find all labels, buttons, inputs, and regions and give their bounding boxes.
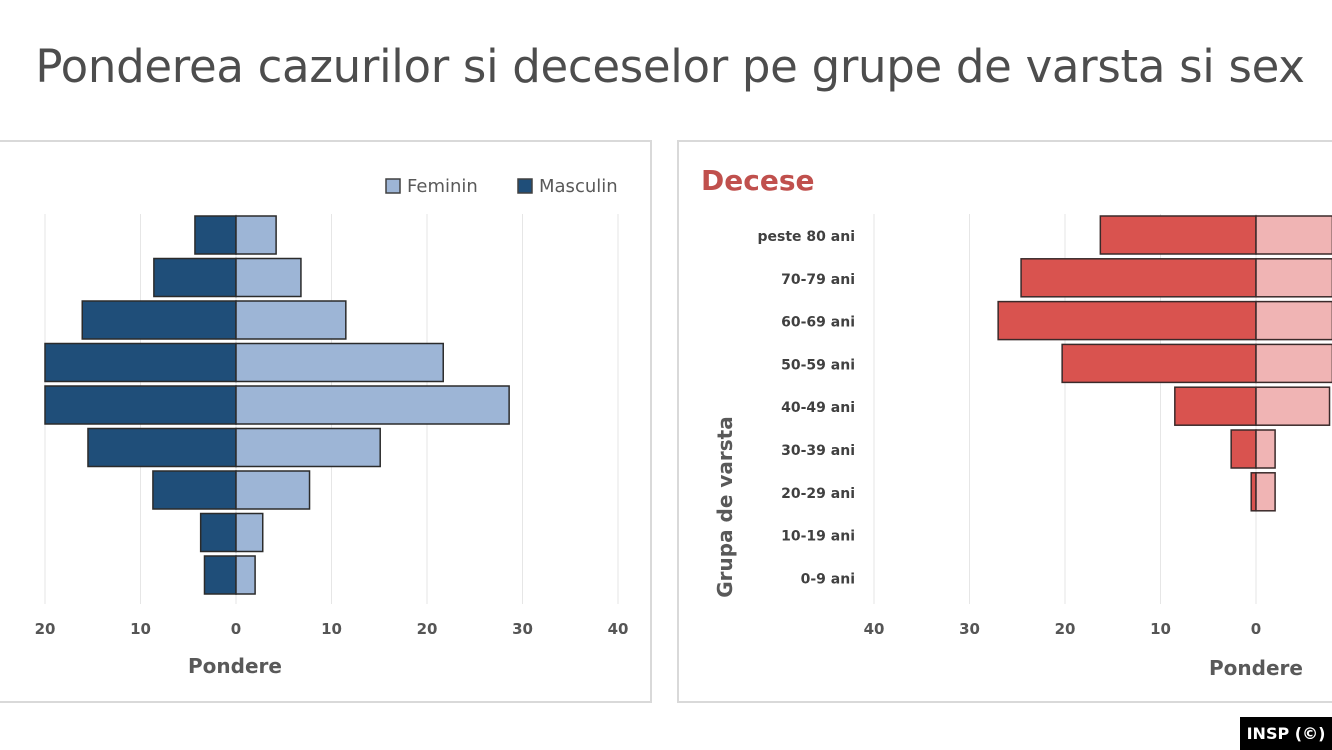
bar-masculin-30-39-ani — [87, 427, 237, 468]
bar-feminin-10-19-ani — [235, 512, 264, 553]
bar-deces-a-60-69-ani — [997, 300, 1257, 341]
bar-deces-a-peste-80-ani — [1099, 215, 1257, 255]
legend-swatch-feminin — [385, 178, 401, 194]
x-tick-label: 20 — [1055, 620, 1076, 638]
bar-masculin-70-79-ani — [153, 257, 237, 298]
cases-pyramid-chart: 20 10 0 10 20 30 40 Feminin Masculin Pondere — [35, 176, 629, 678]
x-tick-label: 30 — [959, 620, 980, 638]
chart-subtitle: Decese — [701, 164, 814, 197]
x-tick-label: 10 — [1150, 620, 1171, 638]
category-label-30-39-ani: 30-39 ani — [781, 443, 855, 459]
category-label-40-49-ani: 40-49 ani — [781, 400, 855, 416]
x-tick-label: 40 — [864, 620, 885, 638]
bar-masculin-20-29-ani — [152, 470, 237, 510]
bar-feminin-20-29-ani — [235, 470, 311, 510]
legend-swatch-masculin — [517, 178, 533, 194]
category-label-20-29-ani: 20-29 ani — [781, 486, 855, 502]
bar-deces-b-60-69-ani — [1255, 300, 1332, 341]
bar-deces-b-40-49-ani — [1255, 386, 1331, 426]
bar-feminin-60-69-ani — [235, 300, 347, 340]
bar-feminin-70-79-ani — [235, 257, 302, 298]
category-label-70-79-ani: 70-79 ani — [781, 272, 855, 288]
credit-badge: INSP (©) — [1240, 717, 1332, 750]
category-label-0-9-ani: 0-9 ani — [801, 571, 855, 587]
legend-label-feminin: Feminin — [407, 176, 478, 197]
page-title: Ponderea cazurilor si deceselor pe grupe… — [35, 40, 1305, 93]
deaths-chart-panel: Decese 40 30 20 10 0 peste 80 ani 70-79 ani 60… — [677, 140, 1332, 703]
category-label-10-19-ani: 10-19 ani — [781, 529, 855, 545]
category-label-peste-80-ani: peste 80 ani — [758, 229, 855, 245]
bar-deces-a-30-39-ani — [1230, 429, 1257, 469]
x-tick-label: 30 — [512, 620, 533, 638]
bar-masculin-peste-80-ani — [194, 215, 237, 255]
x-tick-label: 20 — [417, 620, 438, 638]
bar-feminin-peste-80-ani — [235, 215, 277, 255]
bar-masculin-60-69-ani — [81, 300, 237, 340]
bar-deces-b-70-79-ani — [1255, 258, 1332, 298]
bar-masculin-40-49-ani — [44, 385, 237, 425]
x-tick-label: 0 — [1251, 620, 1261, 638]
x-tick-label: 20 — [35, 620, 56, 638]
category-label-60-69-ani: 60-69 ani — [781, 315, 855, 331]
bar-deces-a-70-79-ani — [1020, 258, 1257, 298]
cases-chart-panel: 20 10 0 10 20 30 40 Feminin Masculin Pondere — [0, 140, 652, 703]
legend-label-masculin: Masculin — [539, 176, 618, 197]
bar-deces-b-20-29-ani — [1255, 472, 1276, 512]
bar-masculin-0-9-ani — [203, 555, 237, 595]
bar-deces-b-50-59-ani — [1255, 343, 1332, 384]
bar-deces-b-30-39-ani — [1255, 429, 1276, 469]
deaths-pyramid-chart: Decese 40 30 20 10 0 peste 80 ani 70-79 ani 60… — [701, 164, 1332, 680]
x-tick-label: 0 — [231, 620, 241, 638]
legend: Feminin Masculin — [385, 176, 618, 197]
category-label-50-59-ani: 50-59 ani — [781, 357, 855, 373]
bar-deces-a-40-49-ani — [1174, 386, 1257, 426]
bar-feminin-40-49-ani — [235, 385, 510, 425]
bar-deces-a-50-59-ani — [1061, 343, 1257, 384]
y-axis-title: Grupa de varsta — [713, 416, 737, 598]
x-tick-label: 10 — [321, 620, 342, 638]
bar-feminin-50-59-ani — [235, 342, 444, 383]
bar-feminin-0-9-ani — [235, 555, 256, 595]
x-axis-title: Pondere — [188, 654, 282, 678]
x-tick-label: 10 — [130, 620, 151, 638]
bar-masculin-50-59-ani — [44, 342, 237, 383]
bar-masculin-10-19-ani — [199, 512, 237, 553]
x-tick-label: 40 — [608, 620, 629, 638]
x-axis-title-right: Pondere — [1209, 656, 1303, 680]
bar-deces-b-peste-80-ani — [1255, 215, 1332, 255]
bar-feminin-30-39-ani — [235, 427, 381, 468]
